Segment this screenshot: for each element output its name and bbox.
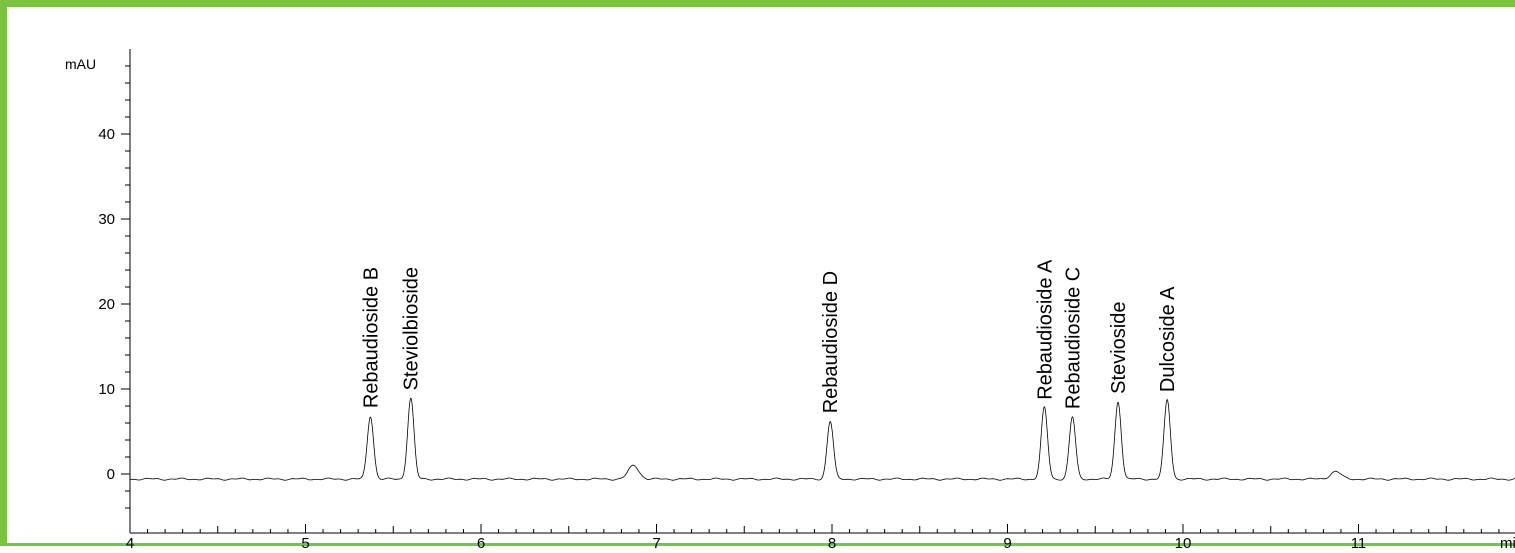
- peak-label: Stevioside: [1108, 302, 1130, 394]
- peak-label: Rebaudioside C: [1062, 267, 1084, 409]
- y-tick-label: 20: [98, 296, 115, 313]
- ticks: [121, 65, 1500, 533]
- x-tick-label: 7: [652, 535, 660, 552]
- y-tick-label: 30: [98, 211, 115, 228]
- peak-labels: Rebaudioside B Steviolbioside Rebaudioside…: [360, 259, 1179, 413]
- peak-label: Dulcoside A: [1157, 286, 1179, 392]
- peak-label: Steviolbioside: [401, 267, 423, 390]
- tick-labels: 0 10 20 30 40 4 5 6 7 8 9 10 11: [98, 126, 1366, 552]
- x-tick-label: 4: [126, 535, 134, 552]
- peak-label: Rebaudioside A: [1034, 259, 1056, 400]
- peak-label: Rebaudioside B: [360, 267, 382, 408]
- peak-label: Rebaudioside D: [820, 271, 842, 413]
- y-tick-label: 40: [98, 126, 115, 143]
- x-tick-label: 8: [828, 535, 836, 552]
- x-tick-label: 10: [1175, 535, 1192, 552]
- x-tick-label: 9: [1003, 535, 1011, 552]
- x-tick-label: 11: [1351, 535, 1367, 552]
- y-axis-unit-label: mAU: [65, 56, 96, 72]
- x-axis-unit-label: min: [1500, 535, 1515, 552]
- chromatogram-trace: [130, 397, 1515, 481]
- chromatogram-chart: 0 10 20 30 40 4 5 6 7 8 9 10 11 Rebaudioside B Stevio…: [65, 49, 1515, 552]
- axes: [129, 49, 1515, 534]
- x-tick-label: 5: [301, 535, 309, 552]
- y-tick-label: 0: [107, 466, 115, 483]
- y-tick-label: 10: [98, 381, 115, 398]
- x-tick-label: 6: [477, 535, 485, 552]
